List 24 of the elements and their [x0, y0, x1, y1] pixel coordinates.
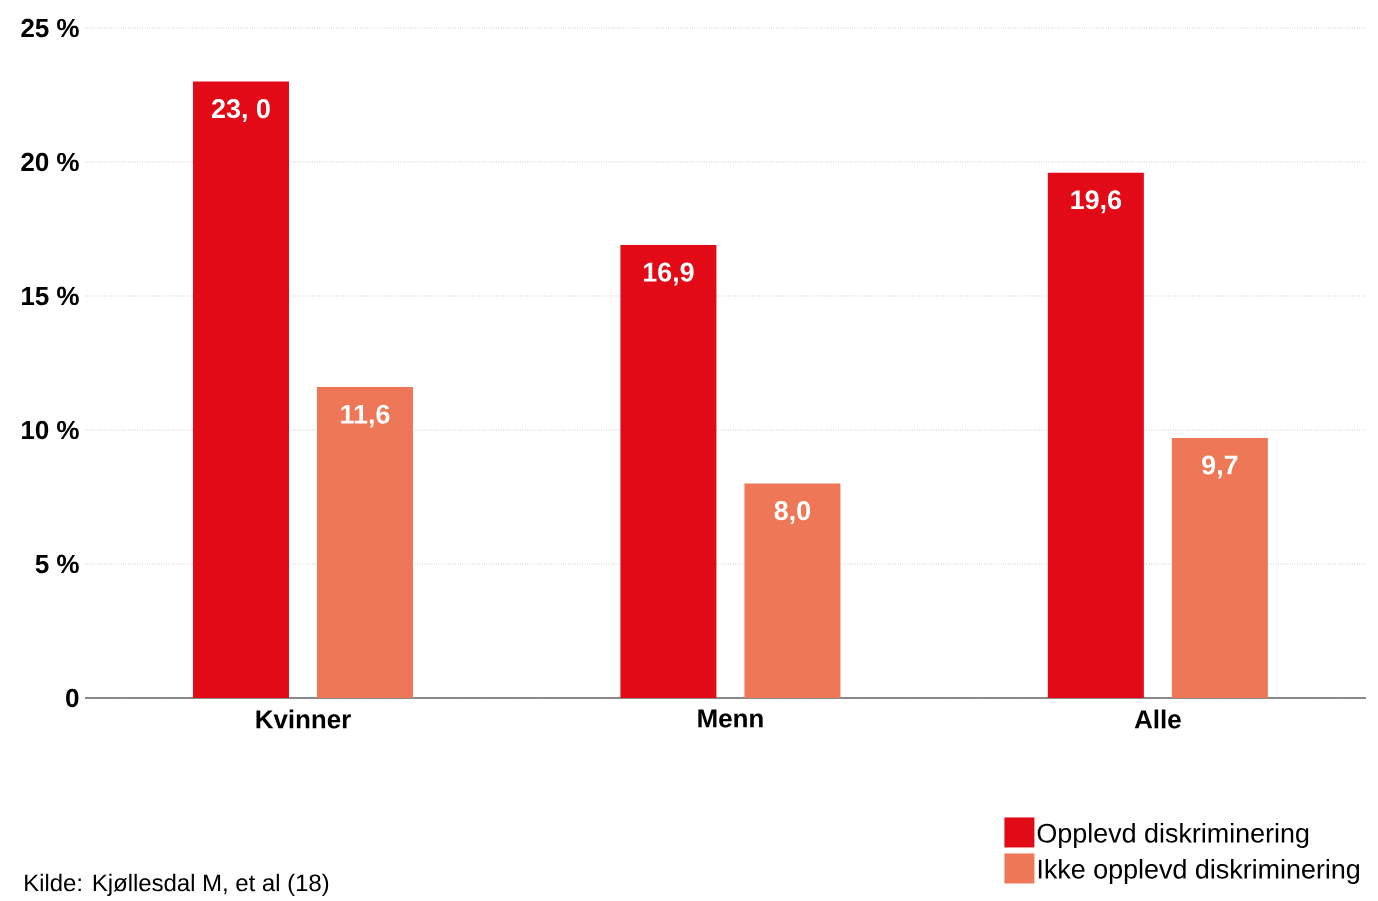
data-label: 9,7 [1202, 455, 1238, 479]
data-label: 16,9 [643, 262, 694, 286]
legend-label: Ikke opplevd diskriminering [1038, 858, 1360, 885]
y-tick-label: 20 % [21, 152, 79, 172]
data-label: 8,0 [774, 501, 811, 525]
legend-label: Opplevd diskriminering [1037, 822, 1309, 849]
bar [744, 483, 841, 698]
data-label: 19,6 [1071, 190, 1122, 214]
data-label: 11,6 [341, 404, 390, 428]
data-label: 23, 0 [212, 99, 270, 123]
y-tick-label: 15 % [22, 286, 79, 306]
x-tick-label: Alle [1134, 709, 1181, 729]
y-tick-label: 5 % [35, 554, 79, 574]
bar [316, 387, 413, 698]
bar [192, 81, 289, 698]
y-tick-label: 10 % [22, 420, 79, 440]
y-tick-label: 25 % [21, 18, 79, 38]
text: Kilde: Kjøllesdal M, et al (18) [25, 873, 329, 897]
y-tick-label: 0 [66, 688, 79, 708]
bar [1047, 172, 1144, 698]
bar [1171, 438, 1268, 698]
bar [620, 245, 717, 698]
x-tick-label: Menn [698, 709, 763, 728]
x-tick-label: Kvinner [256, 709, 351, 729]
